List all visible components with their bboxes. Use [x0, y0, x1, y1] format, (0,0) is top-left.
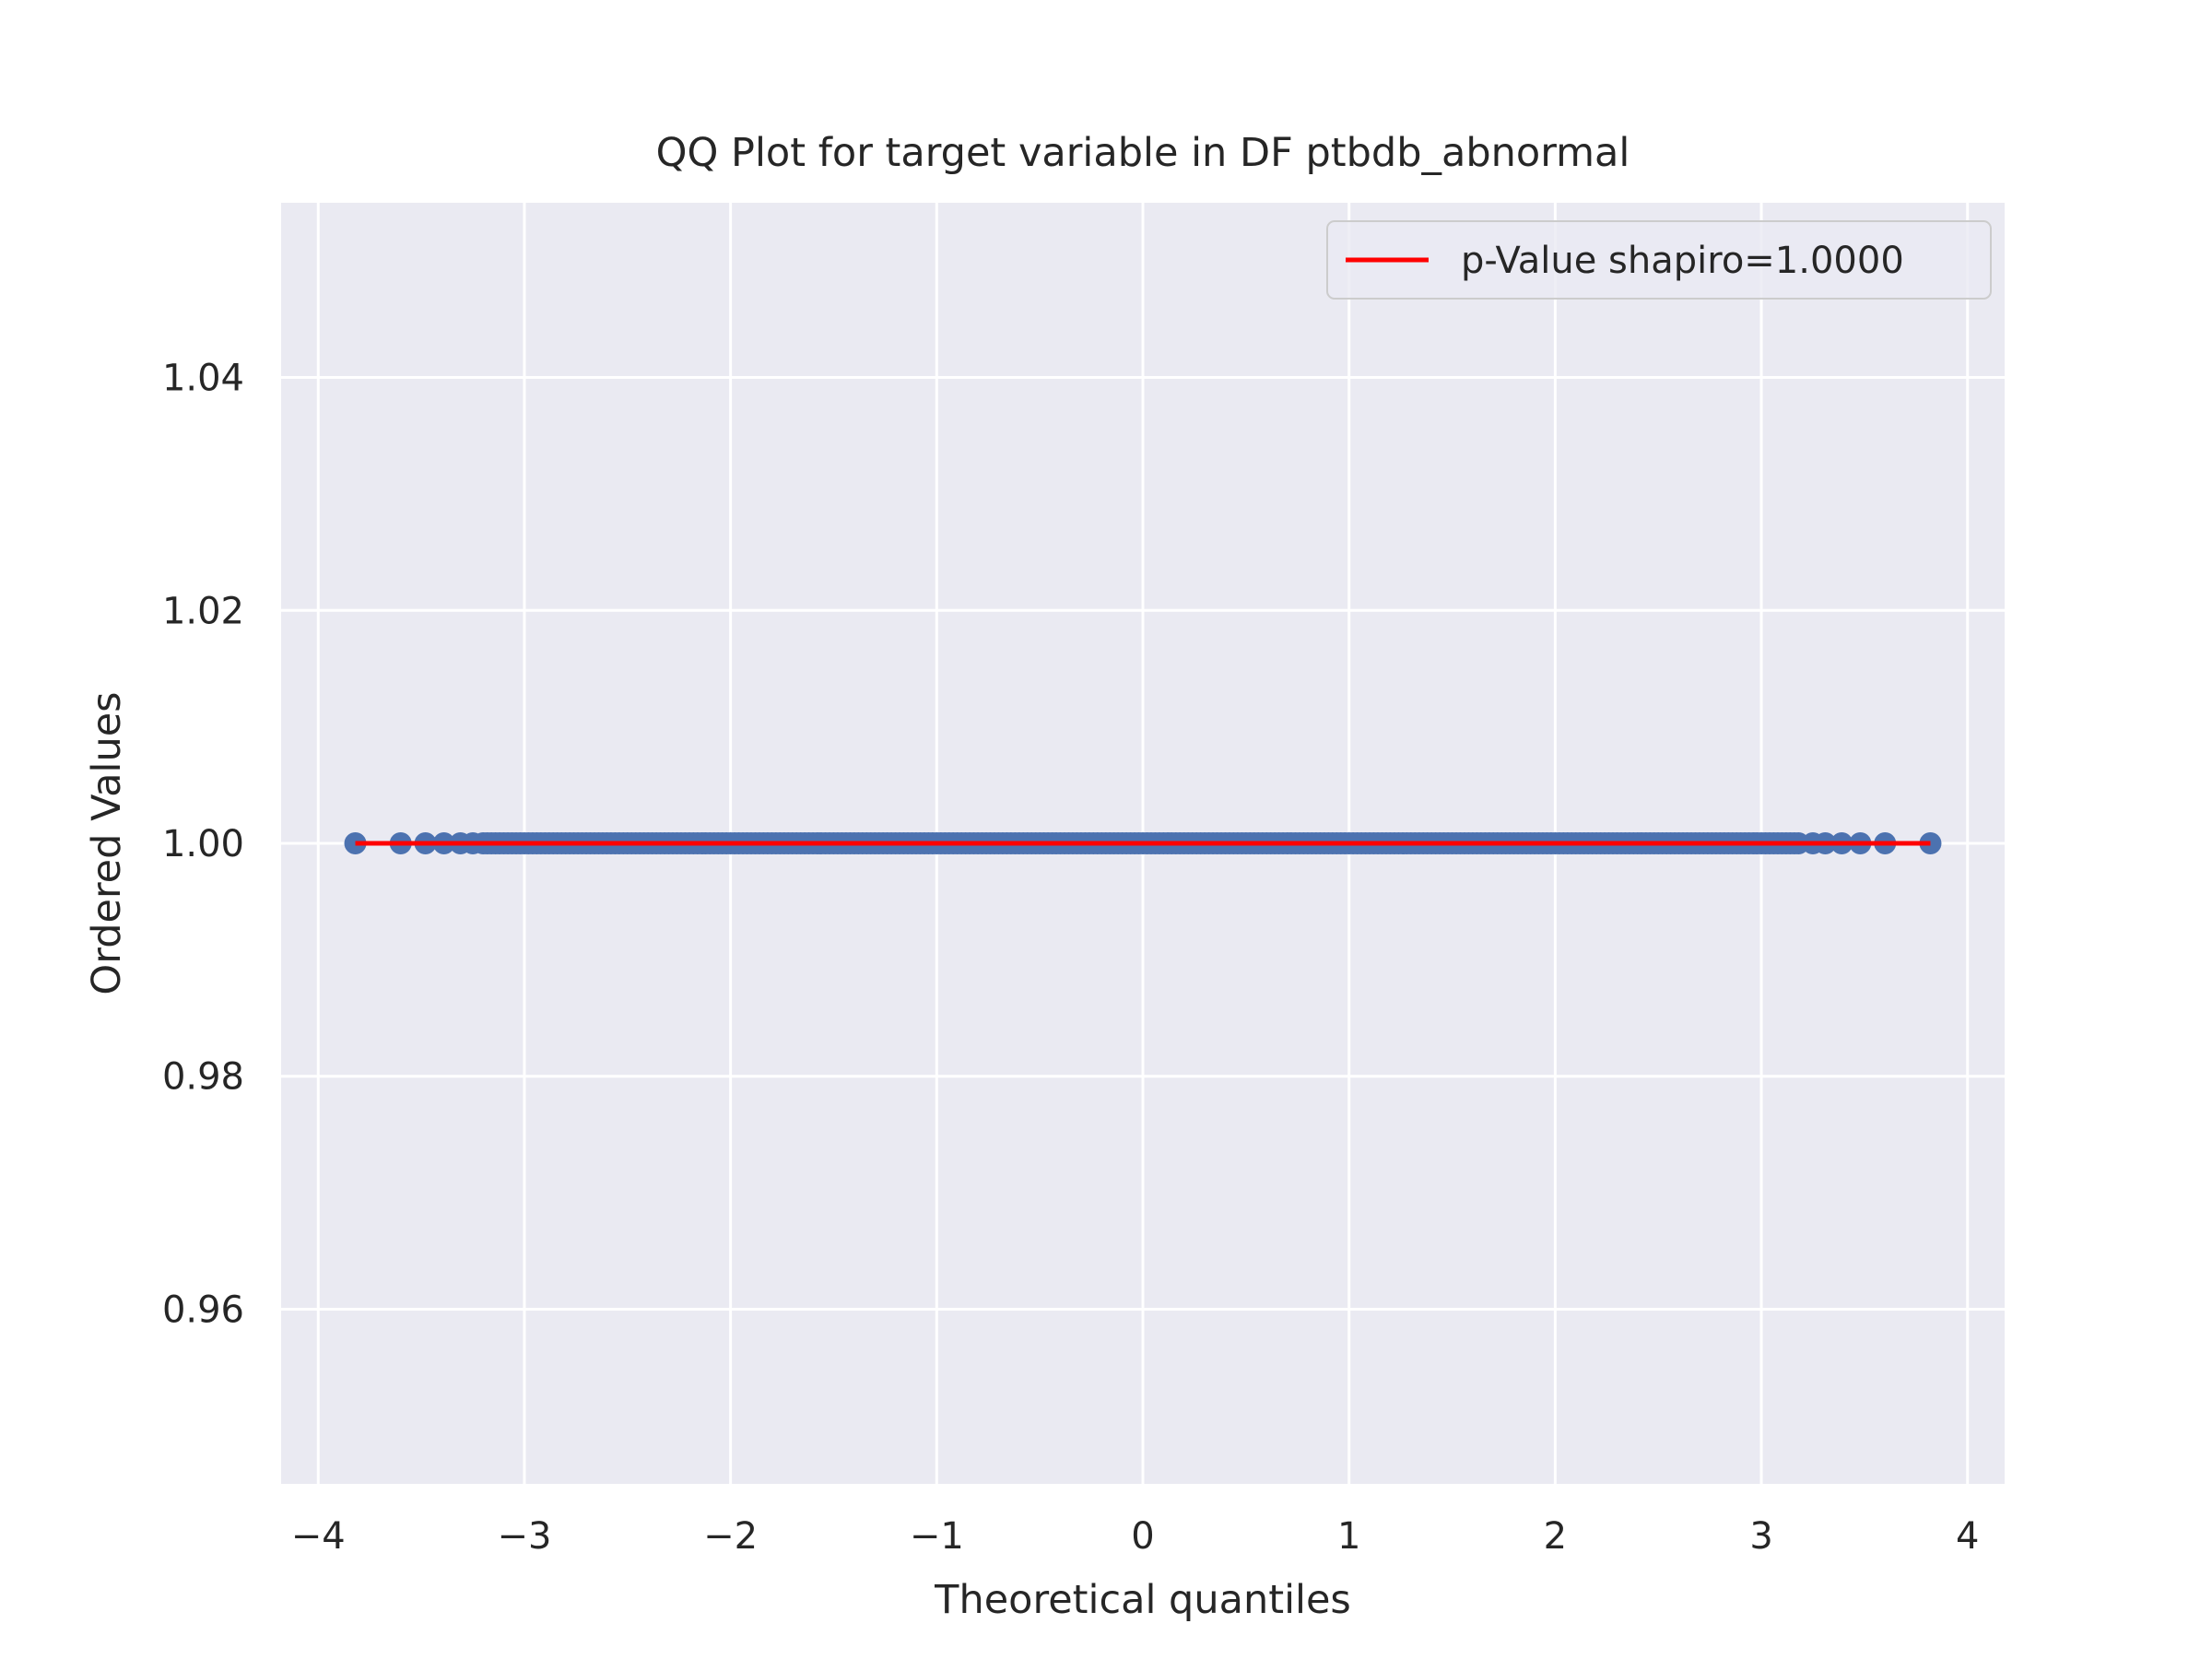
legend-box — [1326, 220, 1992, 300]
legend-entry-label: p-Value shapiro=1.0000 — [1461, 240, 1904, 282]
x-tick-label: 0 — [1131, 1515, 1154, 1558]
chart-title: QQ Plot for target variable in DF ptbdb_… — [656, 130, 1630, 176]
y-tick-label: 0.96 — [162, 1288, 244, 1331]
x-tick-label: −2 — [703, 1515, 758, 1558]
x-tick-labels: −4 −3 −2 −1 0 1 2 3 4 — [291, 1515, 1980, 1558]
x-axis-label: Theoretical quantiles — [934, 1577, 1351, 1623]
x-tick-label: −1 — [910, 1515, 964, 1558]
y-tick-label: 0.98 — [162, 1056, 244, 1099]
y-tick-labels: 0.96 0.98 1.00 1.02 1.04 — [162, 358, 244, 1332]
x-tick-label: 2 — [1544, 1515, 1567, 1558]
y-tick-label: 1.00 — [162, 823, 244, 865]
x-tick-label: 1 — [1337, 1515, 1360, 1558]
y-tick-label: 1.02 — [162, 590, 244, 632]
y-tick-label: 1.04 — [162, 358, 244, 400]
legend: p-Value shapiro=1.0000 — [1326, 220, 1992, 300]
x-tick-label: −3 — [497, 1515, 551, 1558]
x-tick-label: −4 — [291, 1515, 346, 1558]
x-tick-label: 3 — [1749, 1515, 1772, 1558]
x-tick-label: 4 — [1956, 1515, 1979, 1558]
y-axis-label: Ordered Values — [84, 691, 130, 994]
